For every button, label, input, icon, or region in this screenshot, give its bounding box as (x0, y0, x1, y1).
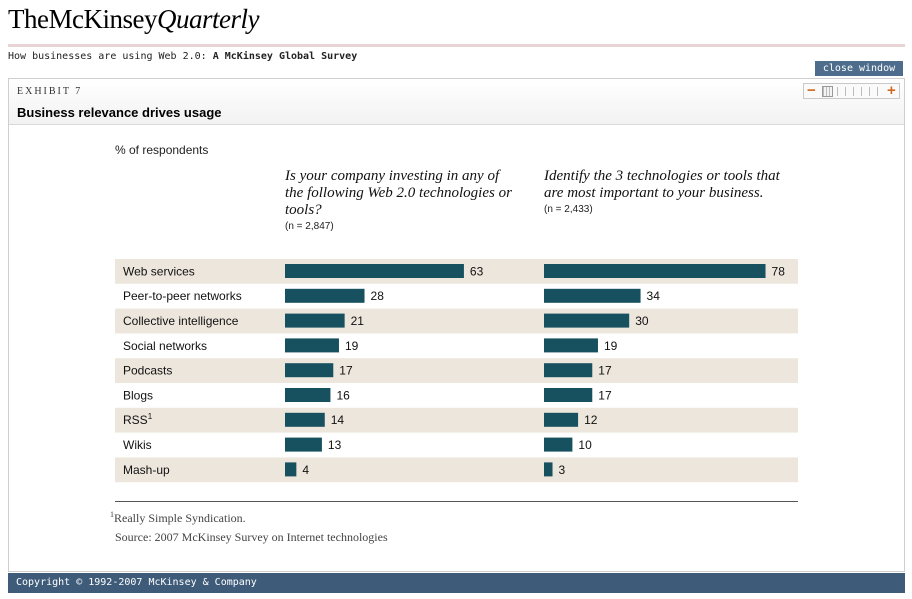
bar-series-1 (285, 338, 339, 353)
data-label-series-1: 21 (351, 314, 365, 328)
source-note: Source: 2007 McKinsey Survey on Internet… (115, 530, 388, 544)
bar-series-1 (285, 288, 365, 303)
category-label: Wikis (123, 438, 152, 452)
zoom-control[interactable]: − + (803, 82, 900, 99)
data-label-series-1: 19 (345, 339, 359, 353)
row-stripe (115, 358, 798, 383)
data-label-series-2: 12 (584, 413, 598, 427)
footnote-mark: 1 (148, 412, 153, 421)
bar-series-1 (285, 264, 464, 278)
category-label: Social networks (123, 339, 207, 353)
category-label: Peer-to-peer networks (123, 289, 242, 303)
series-2-question: Identify the 3 technologies or tools tha… (544, 168, 784, 217)
bar-series-2 (544, 288, 641, 303)
data-label-series-2: 17 (598, 388, 612, 402)
brand-logo: TheMcKinseyQuarterly (8, 4, 259, 35)
bar-series-1 (285, 462, 297, 477)
bar-series-1 (285, 313, 345, 328)
zoom-slider-track[interactable] (837, 87, 883, 96)
category-label: RSS1 (123, 412, 153, 427)
bar-series-2 (544, 363, 593, 378)
exhibit-panel: EXHIBIT 7 Business relevance drives usag… (8, 78, 905, 572)
close-window-button[interactable]: close window (815, 61, 903, 76)
row-stripe (115, 308, 798, 334)
unit-label: % of respondents (115, 143, 209, 157)
series-2-question-text: Identify the 3 technologies or tools tha… (544, 168, 780, 201)
copyright-footer: Copyright © 1992-2007 McKinsey & Company (8, 573, 905, 593)
subhead-survey: A McKinsey Global Survey (212, 51, 358, 62)
data-label-series-2: 19 (604, 339, 618, 353)
data-label-series-2: 34 (647, 289, 661, 303)
subhead-prefix: How businesses are using Web 2.0: (8, 51, 207, 62)
zoom-slider-thumb[interactable] (822, 86, 833, 97)
zoom-out-icon[interactable]: − (807, 82, 816, 99)
data-label-series-1: 16 (336, 388, 350, 402)
exhibit-number: EXHIBIT 7 (17, 86, 83, 97)
category-label: Mash-up (123, 463, 170, 477)
exhibit-title: Business relevance drives usage (17, 105, 222, 120)
data-label-series-2: 3 (559, 463, 566, 477)
bar-series-2 (544, 388, 593, 402)
brand-mckinsey: McKinsey (48, 4, 157, 34)
bar-series-2 (544, 412, 579, 427)
brand-the: The (8, 4, 49, 34)
bar-series-1 (285, 412, 325, 427)
data-label-series-1: 13 (328, 438, 342, 452)
row-stripe (115, 407, 798, 433)
category-label: Web services (123, 264, 195, 278)
data-label-series-2: 30 (635, 314, 649, 328)
series-1-sample-size: (n = 2,847) (285, 221, 334, 232)
bar-series-2 (544, 462, 553, 477)
data-label-series-1: 28 (371, 289, 385, 303)
category-label: Collective intelligence (123, 314, 239, 328)
zoom-in-icon[interactable]: + (887, 82, 896, 99)
bar-series-1 (285, 363, 334, 378)
series-1-question: Is your company investing in any of the … (285, 168, 515, 234)
footnote-mark: 1 (110, 510, 114, 519)
bar-series-2 (544, 313, 630, 328)
series-1-question-text: Is your company investing in any of the … (285, 168, 512, 218)
data-label-series-1: 17 (339, 364, 353, 378)
footnote: 1Really Simple Syndication. (110, 510, 246, 526)
category-label: Podcasts (123, 364, 172, 378)
article-subhead: How businesses are using Web 2.0: A McKi… (8, 51, 357, 62)
data-label-series-1: 14 (331, 413, 345, 427)
exhibit-header: EXHIBIT 7 Business relevance drives usag… (9, 79, 904, 125)
series-2-sample-size: (n = 2,433) (544, 204, 593, 215)
bar-series-2 (544, 264, 766, 278)
category-label: Blogs (123, 388, 153, 402)
data-label-series-1: 63 (470, 264, 484, 278)
bar-series-1 (285, 388, 331, 402)
brand-quarterly: Quarterly (156, 4, 259, 34)
data-label-series-2: 10 (578, 438, 592, 452)
footnote-text: Really Simple Syndication. (114, 511, 246, 525)
data-label-series-2: 17 (598, 364, 612, 378)
bar-series-2 (544, 338, 598, 353)
bar-series-2 (544, 437, 573, 452)
data-label-series-2: 78 (772, 264, 786, 278)
bar-series-1 (285, 437, 322, 452)
data-label-series-1: 4 (302, 463, 309, 477)
brand-divider (8, 44, 905, 47)
row-stripe (115, 457, 798, 483)
chart-bottom-rule (115, 501, 798, 502)
